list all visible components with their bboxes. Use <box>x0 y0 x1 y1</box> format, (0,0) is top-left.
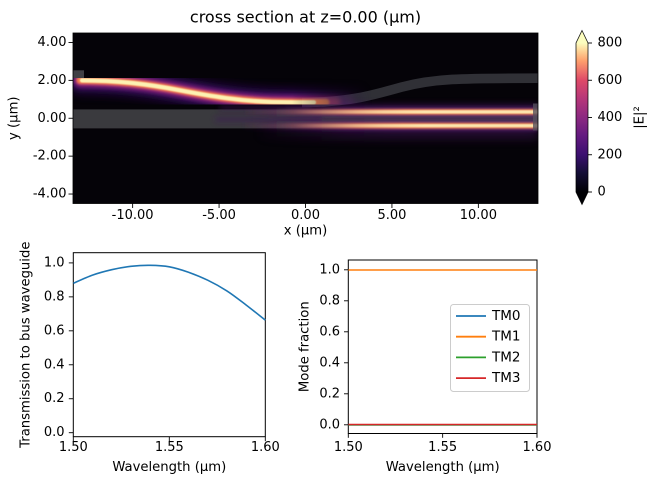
y-tick-label: -4.00 <box>33 187 67 202</box>
y-tick-label: 0.8 <box>319 293 340 308</box>
colorbar-tick-label: 200 <box>598 147 623 162</box>
y-tick-label: 4.00 <box>38 35 67 50</box>
mode-monitor-strip <box>533 103 538 131</box>
y-tick-label: 0.4 <box>319 355 340 370</box>
colorbar-gradient <box>576 43 588 192</box>
mode-fraction-x-ticks: 1.50 1.55 1.60 <box>334 433 552 455</box>
legend-label-tm1: TM1 <box>491 329 520 345</box>
heatmap-ylabel: y (μm) <box>7 96 22 140</box>
legend: TM0 TM1 TM2 TM3 <box>450 304 530 392</box>
colorbar-extend-min-arrow <box>576 192 588 205</box>
colorbar-label: |E|² <box>633 106 648 129</box>
y-tick-label: -2.00 <box>33 149 67 164</box>
colorbar-extend-max-arrow <box>576 30 588 43</box>
x-tick-label: -10.00 <box>112 208 154 223</box>
x-tick-label: 0.00 <box>291 208 320 223</box>
heatmap-plot: -10.00 -5.00 0.00 5.00 10.00 4.00 2.00 0.00 -2.… <box>7 8 539 239</box>
x-tick-label: 1.50 <box>59 440 88 455</box>
transmission-xlabel: Wavelength (μm) <box>112 460 226 475</box>
y-tick-label: 0.6 <box>44 323 65 338</box>
heatmap-xlabel: x (μm) <box>284 224 328 239</box>
y-tick-label: 2.00 <box>38 73 67 88</box>
x-tick-label: 1.55 <box>428 440 457 455</box>
colorbar-tick-label: 0 <box>598 185 606 200</box>
legend-label-tm0: TM0 <box>491 308 520 324</box>
heatmap-y-ticks: 4.00 2.00 0.00 -2.00 -4.00 <box>33 35 73 202</box>
y-tick-label: 0.2 <box>319 386 340 401</box>
y-tick-label: 0.0 <box>44 425 65 440</box>
x-tick-label: 1.60 <box>523 440 552 455</box>
x-tick-label: -5.00 <box>202 208 236 223</box>
mode-fraction-plot: 1.50 1.55 1.60 0.00.20.40.60.81.0 TM0TM1TM… <box>298 259 552 475</box>
colorbar-tick-label: 800 <box>598 36 623 51</box>
transmission-curve-group <box>72 264 266 321</box>
x-tick-label: 10.00 <box>460 208 497 223</box>
heatmap-field-art <box>73 33 538 204</box>
mode-fraction-lines <box>348 269 537 426</box>
x-tick-label: 1.55 <box>155 440 184 455</box>
y-tick-label: 0.2 <box>44 391 65 406</box>
mode-fraction-xlabel: Wavelength (μm) <box>386 460 500 475</box>
y-tick-label: 0.4 <box>44 357 65 372</box>
y-tick-label: 1.0 <box>44 255 65 270</box>
transmission-curve <box>72 264 266 321</box>
colorbar: 0 200 400 600 800 |E|² <box>575 29 648 206</box>
mode-fraction-ylabel: Mode fraction <box>298 301 313 392</box>
heatmap-title: cross section at z=0.00 (μm) <box>190 8 421 27</box>
y-tick-label: 1.0 <box>319 262 340 277</box>
transmission-spines <box>72 252 266 438</box>
legend-label-tm2: TM2 <box>491 349 520 365</box>
legend-box <box>450 304 530 392</box>
colorbar-tick-label: 600 <box>598 73 623 88</box>
input-mode-glow <box>73 67 375 116</box>
colorbar-tick-label: 400 <box>598 110 623 125</box>
mode-fraction-y-ticks: 0.0 0.2 0.4 0.6 0.8 1.0 <box>319 262 349 432</box>
transmission-plot: 1.50 1.55 1.60 0.0 0.2 0.4 0.6 0.8 1.0 Waveleng… <box>19 242 280 475</box>
y-tick-label: 0.00 <box>38 111 67 126</box>
y-tick-label: 0.0 <box>319 417 340 432</box>
x-tick-label: 1.50 <box>334 440 363 455</box>
legend-label-tm3: TM3 <box>491 370 520 386</box>
y-tick-label: 0.6 <box>319 324 340 339</box>
heatmap-x-ticks: -10.00 -5.00 0.00 5.00 10.00 <box>112 203 497 223</box>
x-tick-label: 5.00 <box>377 208 406 223</box>
transmission-ylabel: Transmission to bus waveguide <box>19 242 34 449</box>
x-tick-label: 1.60 <box>251 440 280 455</box>
y-tick-label: 0.8 <box>44 289 65 304</box>
transmission-x-ticks: 1.50 1.55 1.60 <box>59 436 280 455</box>
transmission-y-ticks: 0.0 0.2 0.4 0.6 0.8 1.0 <box>44 255 74 440</box>
colorbar-ticks: 0 200 400 600 800 <box>588 36 622 200</box>
